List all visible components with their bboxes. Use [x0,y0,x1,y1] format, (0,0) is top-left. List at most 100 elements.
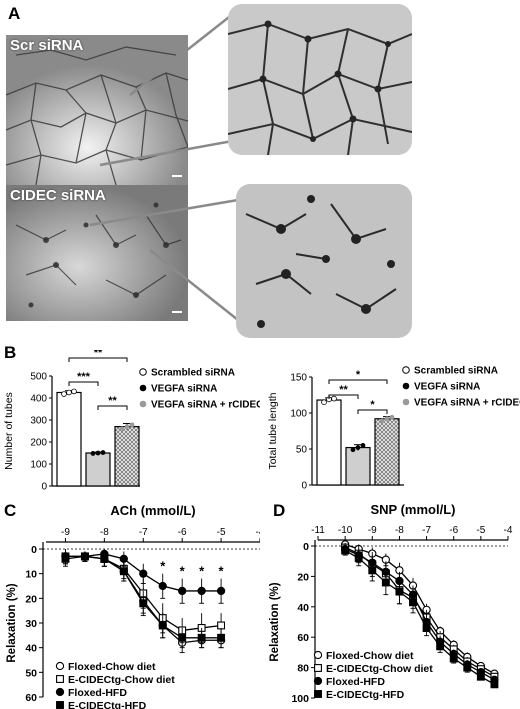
data-point [355,445,361,450]
bar-vegfa-sirna [85,452,111,487]
significance-star: * [160,559,166,574]
y-tick-label: 30 [25,618,37,630]
data-point [217,633,226,642]
panel-label-c: C [4,501,17,520]
x-tick-label: -11 [311,525,325,536]
y-tick-label: 40 [297,602,309,614]
series-e-cidectg-hfd [61,551,226,649]
data-point [389,414,395,420]
data-point [61,554,70,563]
legend-label: E-CIDECtg-HFD [68,700,147,709]
x-tick-label: -5 [476,525,485,536]
bar-vegfa-sirna-rcidec [374,418,400,486]
y-tick-label: 20 [25,593,37,605]
significance-bracket [68,357,128,362]
zoom-scr-image [228,4,412,155]
x-tick-label: -9 [368,525,377,536]
data-point [354,554,363,563]
legend: Scrambled siRNA VEGFA siRNA VEGFA siRNA + … [402,366,520,409]
label-cidec-sirna: CIDEC siRNA [10,187,106,204]
data-point [61,391,67,397]
legend-label: VEGFA siRNA + rCIDEC [414,398,520,409]
data-point [350,447,356,453]
series-e-cidectg-hfd [341,546,499,689]
legend-label: VEGFA siRNA [414,382,480,393]
x-tick-label: -4 [256,527,260,538]
legend-marker [139,400,147,408]
significance-star: * [199,564,205,579]
micrograph-scr-sirna: Scr siRNA [6,35,188,185]
data-point [139,599,148,608]
significance-bracket [68,381,99,386]
data-point [476,672,485,681]
y-tick-label: 500 [30,372,47,383]
panel-label-d: D [273,501,286,520]
y-tick-label: 400 [30,394,47,405]
micrograph-cidec-image [6,185,188,321]
micrograph-scr-image [6,35,188,185]
bar-vegfa-sirna-rcidec [114,425,140,487]
y-axis-title: Number of tubes [3,392,15,470]
legend-marker [139,368,147,376]
bar-scrambled-sirna [56,391,82,487]
significance-label: ** [339,384,348,396]
data-point [490,680,499,689]
legend-label: E-CIDECtg-Chow diet [68,674,175,686]
micrograph-cidec-sirna: CIDEC siRNA [6,185,188,321]
data-point [124,424,130,429]
y-tick-label: 100 [30,460,47,471]
line-chart-ach: ACh (mmol/L) -9 -8 -7 -6 -5 -4 0 10 20 30 40 50 60 Rel… [6,503,260,709]
data-point [436,642,445,651]
legend-marker [402,366,410,374]
y-tick-label: 100 [291,693,309,705]
y-tick-label: 50 [296,445,308,456]
legend: Scrambled siRNA VEGFA siRNA VEGFA siRNA + … [139,368,260,411]
data-point [449,654,458,663]
label-scr-sirna: Scr siRNA [10,37,84,54]
data-point [368,566,377,575]
data-point [139,569,148,578]
y-tick-label: 150 [290,373,307,384]
x-tick-label: -9 [61,527,70,538]
panel-label-a: A [8,4,21,23]
data-point [341,546,350,555]
data-point [360,443,366,448]
legend-label: Scrambled siRNA [151,368,235,379]
line-chart-snp: SNP (mmol/L) -11 -10 -9 -8 -7 -6 -5 -4 0 20 40 60 80 1… [269,502,513,705]
data-point [379,418,385,424]
legend-marker [313,676,323,686]
x-tick-label: -8 [100,527,109,538]
legend-label: E-CIDECtg-HFD [326,689,405,701]
y-tick-label: 0 [303,541,309,553]
zoom-inset-scr-sirna [228,4,412,155]
zoom-inset-cidec-sirna [236,184,412,338]
x-tick-label: -6 [178,527,187,538]
chart-title: ACh (mmol/L) [110,503,195,518]
data-point [463,663,472,672]
legend-label: Floxed-Chow diet [326,650,414,662]
y-tick-label: 20 [297,571,309,583]
data-point [119,426,125,432]
legend-marker [402,382,410,390]
legend-marker [314,664,322,672]
legend-label: Scrambled siRNA [414,366,498,377]
data-point [100,450,106,455]
data-point [129,422,135,428]
data-point [71,388,77,395]
bar-vegfa-sirna [345,446,371,486]
legend-label: Floxed-HFD [68,687,127,699]
data-point [321,399,327,405]
y-axis-title: Total tube length [267,392,279,469]
legend-label: VEGFA siRNA + rCIDEC [151,400,260,411]
data-point [381,578,390,587]
data-point [100,554,109,563]
legend-label: Floxed-Chow diet [68,661,156,673]
panel-label-b: B [4,343,17,362]
data-point [217,621,226,630]
y-tick-label: 10 [25,569,37,581]
zoom-cidec-image [236,184,412,338]
legend-marker [314,690,322,698]
data-point [158,581,167,591]
bar-scrambled-sirna [316,399,342,486]
